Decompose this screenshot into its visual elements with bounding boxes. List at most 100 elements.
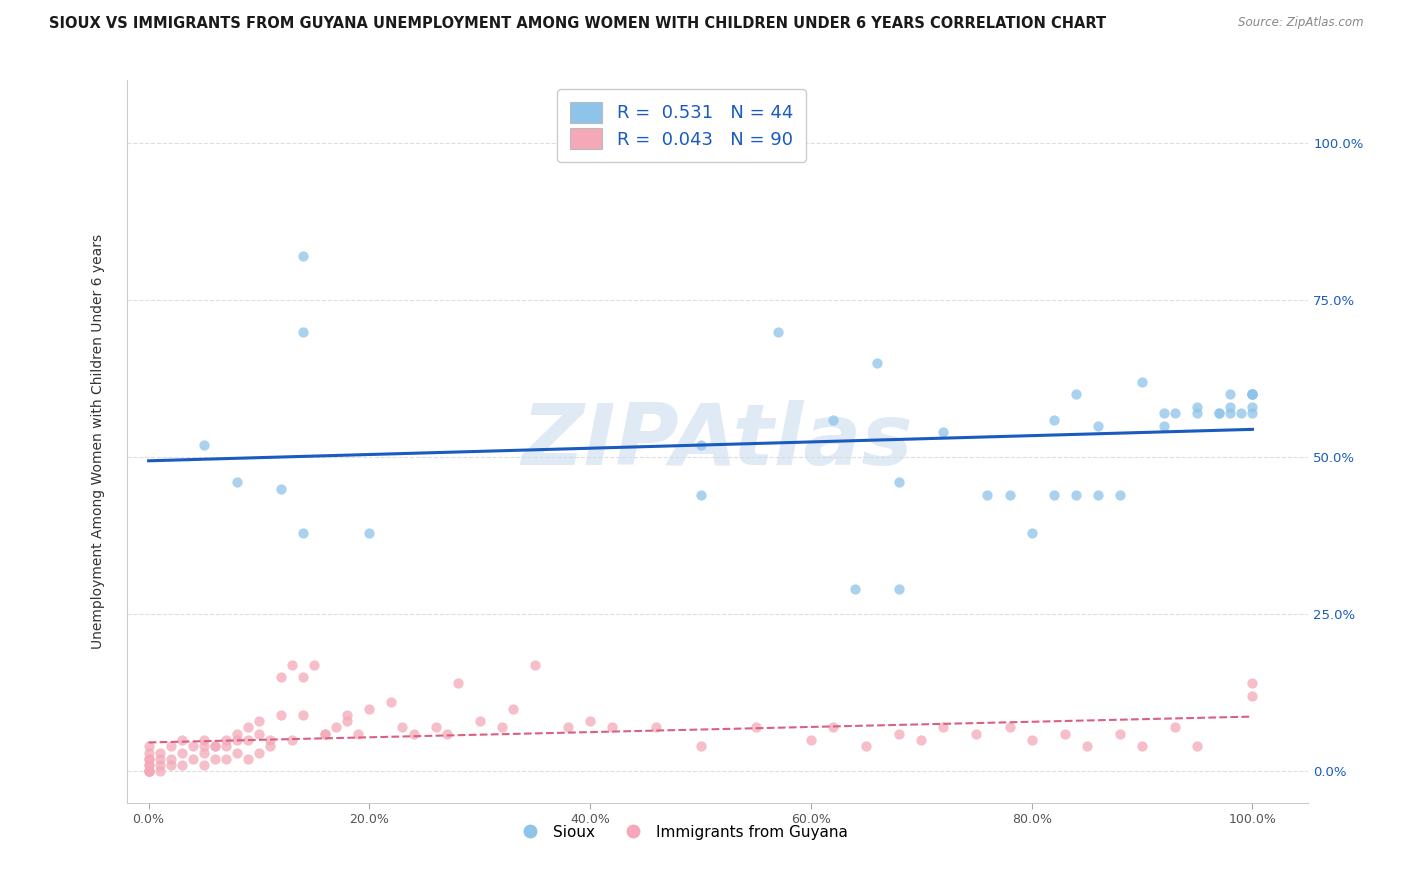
Point [159,758,181,772]
Point [600,720,623,734]
Point [1185,406,1208,420]
Point [138,739,160,754]
Point [138,752,160,766]
Point [314,727,336,741]
Point [1153,418,1175,433]
Point [138,752,160,766]
Point [1130,739,1153,754]
Point [1241,387,1264,401]
Point [336,714,359,728]
Point [292,525,315,540]
Point [1241,676,1264,690]
Point [1087,488,1109,502]
Point [247,727,270,741]
Point [1208,406,1230,420]
Point [247,746,270,760]
Point [689,438,711,452]
Point [855,739,877,754]
Point [1241,387,1264,401]
Point [193,758,215,772]
Point [270,482,292,496]
Point [1021,733,1043,747]
Text: ZIPAtlas: ZIPAtlas [522,400,912,483]
Point [270,707,292,722]
Point [1042,488,1064,502]
Point [1185,400,1208,414]
Point [281,657,304,672]
Point [866,356,889,370]
Point [579,714,602,728]
Point [1241,387,1264,401]
Point [336,707,359,722]
Point [821,720,844,734]
Point [215,752,238,766]
Point [1130,375,1153,389]
Point [932,720,955,734]
Point [138,746,160,760]
Point [149,746,172,760]
Text: Source: ZipAtlas.com: Source: ZipAtlas.com [1239,16,1364,29]
Point [193,746,215,760]
Point [976,488,998,502]
Point [247,714,270,728]
Point [689,488,711,502]
Legend: Sioux, Immigrants from Guyana: Sioux, Immigrants from Guyana [509,819,855,846]
Point [138,758,160,772]
Point [138,764,160,779]
Point [1087,418,1109,433]
Point [910,733,932,747]
Point [236,720,259,734]
Point [1064,387,1087,401]
Point [204,739,226,754]
Point [380,695,402,709]
Point [270,670,292,684]
Y-axis label: Unemployment Among Women with Children Under 6 years: Unemployment Among Women with Children U… [91,234,105,649]
Point [1219,406,1241,420]
Point [766,325,789,339]
Point [138,764,160,779]
Point [523,657,546,672]
Point [447,676,470,690]
Point [391,720,413,734]
Point [1219,387,1241,401]
Point [502,701,524,715]
Point [215,733,238,747]
Point [645,720,668,734]
Point [292,707,315,722]
Point [1109,488,1132,502]
Point [359,701,381,715]
Point [170,746,193,760]
Point [1021,525,1043,540]
Point [281,733,304,747]
Point [557,720,579,734]
Point [226,746,249,760]
Point [889,475,911,490]
Point [359,525,381,540]
Point [1230,406,1253,420]
Point [491,720,513,734]
Point [347,727,370,741]
Point [193,739,215,754]
Point [204,739,226,754]
Point [226,733,249,747]
Point [159,752,181,766]
Text: SIOUX VS IMMIGRANTS FROM GUYANA UNEMPLOYMENT AMONG WOMEN WITH CHILDREN UNDER 6 Y: SIOUX VS IMMIGRANTS FROM GUYANA UNEMPLOY… [49,16,1107,31]
Point [236,733,259,747]
Point [138,764,160,779]
Point [292,325,315,339]
Point [314,727,336,741]
Point [149,752,172,766]
Point [215,739,238,754]
Point [889,727,911,741]
Point [468,714,491,728]
Point [965,727,987,741]
Point [1241,406,1264,420]
Point [149,764,172,779]
Point [821,412,844,426]
Point [193,733,215,747]
Point [181,739,204,754]
Point [292,249,315,263]
Point [181,752,204,766]
Point [1042,412,1064,426]
Point [170,733,193,747]
